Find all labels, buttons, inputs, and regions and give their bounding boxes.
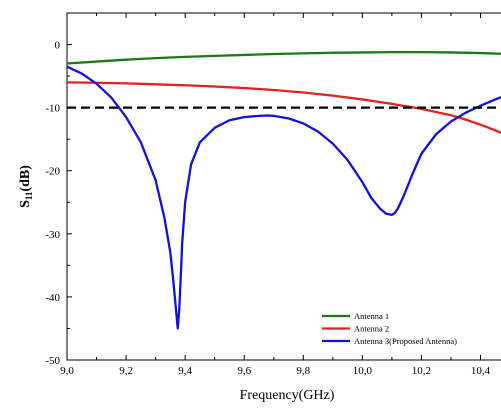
y-tick-label: 0: [55, 40, 61, 52]
y-tick-label: -30: [45, 229, 60, 241]
y-axis-title: S11(dB): [18, 165, 34, 208]
x-tick-label: 9,6: [237, 365, 251, 377]
plot-frame: [66, 12, 501, 361]
legend-label-3: Antenna 3(Proposed Antenna): [354, 336, 457, 346]
series-line-2: [67, 81, 501, 135]
axis-ticks: [66, 12, 481, 361]
x-tick-label: 10,0: [353, 365, 373, 377]
y-tick-label: -40: [45, 292, 60, 304]
series-line-3: [67, 65, 501, 330]
legend-label-2: Antenna 2: [354, 324, 389, 334]
y-axis-title-main: S: [18, 200, 33, 208]
series-line-1: [67, 50, 501, 65]
y-tick-label: -50: [45, 355, 60, 367]
x-tick-label: 9,0: [60, 365, 74, 377]
x-tick-label: 10,2: [412, 365, 431, 377]
y-axis-title-unit: (dB): [18, 165, 33, 192]
x-tick-label: 9,8: [296, 365, 310, 377]
x-tick-label: 9,4: [178, 365, 192, 377]
y-tick-label: -10: [45, 103, 60, 115]
legend: Antenna 1 Antenna 2 Antenna 3(Proposed Ant…: [322, 311, 457, 346]
y-axis-title-sub: 11: [24, 191, 34, 200]
axis-tick-labels: 9,0 9,2 9,4 9,6 9,8 10,0 10,2 10,4 0 -10 -20 -30 -40…: [45, 40, 490, 377]
x-tick-label: 10,4: [471, 365, 491, 377]
legend-label-1: Antenna 1: [354, 311, 389, 321]
series-lines: [67, 50, 501, 330]
x-axis-title: Frequency(GHz): [240, 388, 335, 403]
x-tick-label: 9,2: [119, 365, 133, 377]
y-tick-label: -20: [45, 166, 60, 178]
